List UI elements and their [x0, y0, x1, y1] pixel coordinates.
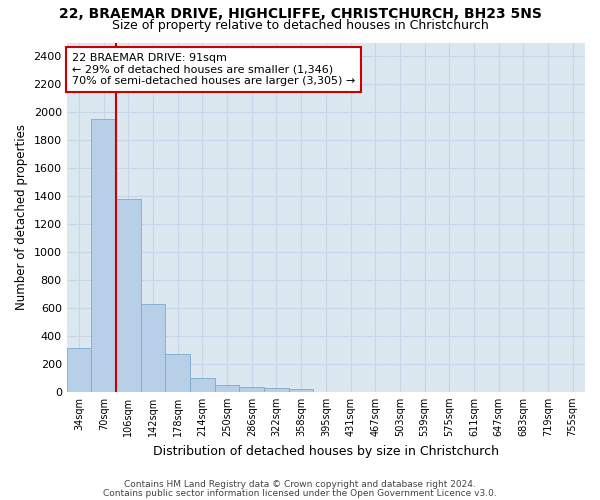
- Bar: [91, 120, 116, 392]
- Text: Contains public sector information licensed under the Open Government Licence v3: Contains public sector information licen…: [103, 488, 497, 498]
- Text: 22, BRAEMAR DRIVE, HIGHCLIFFE, CHRISTCHURCH, BH23 5NS: 22, BRAEMAR DRIVE, HIGHCLIFFE, CHRISTCHU…: [59, 8, 541, 22]
- Bar: [141, 304, 166, 392]
- Bar: [116, 199, 141, 392]
- Bar: [67, 348, 91, 392]
- Bar: [215, 385, 239, 392]
- Bar: [166, 354, 190, 392]
- Y-axis label: Number of detached properties: Number of detached properties: [15, 124, 28, 310]
- Text: Contains HM Land Registry data © Crown copyright and database right 2024.: Contains HM Land Registry data © Crown c…: [124, 480, 476, 489]
- Bar: [264, 388, 289, 392]
- Bar: [239, 388, 264, 392]
- Bar: [190, 378, 215, 392]
- Bar: [289, 389, 313, 392]
- Text: Size of property relative to detached houses in Christchurch: Size of property relative to detached ho…: [112, 19, 488, 32]
- Text: 22 BRAEMAR DRIVE: 91sqm
← 29% of detached houses are smaller (1,346)
70% of semi: 22 BRAEMAR DRIVE: 91sqm ← 29% of detache…: [72, 53, 355, 86]
- X-axis label: Distribution of detached houses by size in Christchurch: Distribution of detached houses by size …: [153, 444, 499, 458]
